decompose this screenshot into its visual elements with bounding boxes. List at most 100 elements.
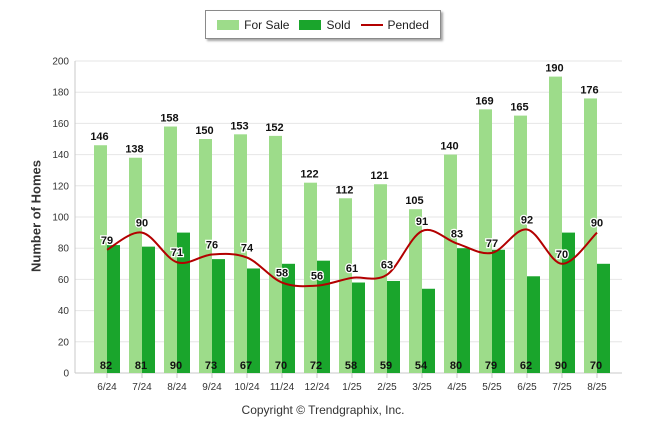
- label-for-sale: 150: [195, 125, 213, 137]
- x-tick-label: 11/24: [270, 382, 295, 393]
- bar-for-sale: [129, 157, 142, 373]
- label-pended: 92: [521, 214, 533, 226]
- bar-for-sale: [409, 209, 422, 373]
- label-pended: 71: [171, 247, 183, 259]
- bar-sold: [457, 248, 470, 373]
- bar-for-sale: [94, 145, 107, 373]
- legend: For Sale Sold Pended: [205, 10, 441, 39]
- legend-item-for-sale[interactable]: For Sale: [217, 18, 289, 32]
- label-pended: 70: [556, 249, 568, 261]
- sold-swatch: [299, 19, 322, 30]
- y-tick-label: 140: [52, 150, 69, 161]
- label-sold: 80: [450, 360, 462, 372]
- x-tick-label: 5/25: [482, 382, 502, 393]
- y-tick-label: 20: [58, 337, 70, 348]
- copyright-text: Copyright © Trendgraphix, Inc.: [241, 403, 405, 417]
- bar-for-sale: [514, 115, 527, 373]
- bar-sold: [597, 263, 610, 373]
- label-sold: 81: [135, 360, 147, 372]
- legend-label-for-sale: For Sale: [244, 17, 290, 32]
- label-sold: 90: [555, 360, 567, 372]
- pended-line-path: [106, 228, 598, 288]
- bar-sold: [317, 260, 330, 373]
- bar-sold: [247, 268, 260, 373]
- bar-for-sale: [479, 109, 492, 374]
- bar-sold: [387, 280, 400, 373]
- bar-sold: [352, 282, 365, 373]
- label-pended: 90: [136, 218, 148, 230]
- for-sale-swatch: [217, 19, 240, 30]
- bar-sold: [422, 288, 435, 373]
- label-pended: 79: [101, 235, 113, 247]
- x-tick-label: 12/24: [304, 382, 329, 393]
- label-for-sale: 176: [580, 84, 598, 96]
- x-tick-label: 8/24: [167, 382, 187, 393]
- bar-for-sale: [304, 182, 317, 373]
- bar-sold: [107, 245, 120, 373]
- label-pended: 91: [416, 216, 428, 228]
- legend-item-sold[interactable]: Sold: [299, 17, 351, 32]
- label-for-sale: 169: [475, 95, 493, 107]
- bar-for-sale: [164, 126, 177, 374]
- bar-for-sale: [444, 154, 457, 373]
- label-sold: 58: [345, 360, 357, 372]
- label-sold: 70: [275, 360, 287, 372]
- y-tick-label: 200: [52, 57, 69, 68]
- label-pended: 90: [591, 218, 603, 230]
- label-sold: 79: [485, 360, 497, 372]
- bar-for-sale: [234, 134, 247, 373]
- legend-label-pended: Pended: [387, 17, 429, 32]
- label-pended: 77: [486, 238, 498, 250]
- label-sold: 62: [520, 360, 532, 372]
- data-labels: 146 82 138 81 158 90 150 73 153 67 152 70 122 72 112 58…: [90, 63, 604, 372]
- label-for-sale: 140: [440, 141, 458, 153]
- bar-sold: [212, 259, 225, 373]
- bar-sold: [142, 246, 155, 373]
- label-sold: 82: [100, 360, 112, 372]
- x-tick-label: 10/24: [234, 382, 259, 393]
- legend-item-pended[interactable]: Pended: [360, 17, 429, 32]
- bar-sold: [492, 249, 505, 373]
- label-sold: 67: [240, 360, 252, 372]
- x-tick-label: 9/24: [202, 382, 222, 393]
- label-for-sale: 152: [265, 122, 283, 134]
- label-for-sale: 153: [230, 120, 248, 132]
- y-tick-label: 60: [58, 275, 70, 286]
- label-for-sale: 121: [370, 170, 388, 182]
- label-pended: 74: [241, 243, 254, 255]
- y-tick-label: 40: [58, 306, 70, 317]
- label-sold: 90: [170, 360, 182, 372]
- label-for-sale: 122: [300, 169, 318, 181]
- label-for-sale: 158: [160, 113, 178, 125]
- x-tick-label: 4/25: [447, 382, 467, 393]
- y-tick-label: 80: [58, 244, 70, 255]
- bar-for-sale: [549, 76, 562, 373]
- pended-swatch: [360, 23, 383, 26]
- bars: [94, 76, 610, 374]
- pended-line: [106, 228, 598, 288]
- label-pended: 58: [276, 268, 288, 280]
- x-tick-label: 6/25: [517, 382, 537, 393]
- label-sold: 70: [590, 360, 602, 372]
- label-for-sale: 190: [545, 63, 563, 75]
- y-tick-label: 0: [63, 369, 69, 380]
- label-sold: 73: [205, 360, 217, 372]
- x-tick-label: 2/25: [377, 382, 397, 393]
- y-tick-label: 160: [52, 119, 69, 130]
- label-sold: 54: [415, 360, 428, 372]
- label-for-sale: 165: [510, 102, 528, 114]
- label-for-sale: 112: [336, 184, 354, 196]
- x-tick-label: 3/25: [412, 382, 432, 393]
- x-tick-label: 8/25: [587, 382, 607, 393]
- label-sold: 59: [380, 360, 392, 372]
- axes: 0 20 40 60 80 100 120 140 160 180 200 6/24 7/24 8/24 9…: [52, 57, 607, 394]
- x-tick-label: 7/24: [132, 382, 152, 393]
- bar-sold: [527, 276, 540, 373]
- label-pended: 61: [346, 263, 358, 275]
- legend-label-sold: Sold: [326, 17, 351, 32]
- label-sold: 72: [310, 360, 322, 372]
- y-tick-label: 120: [52, 181, 69, 192]
- bar-for-sale: [339, 198, 352, 373]
- bar-sold: [177, 232, 190, 373]
